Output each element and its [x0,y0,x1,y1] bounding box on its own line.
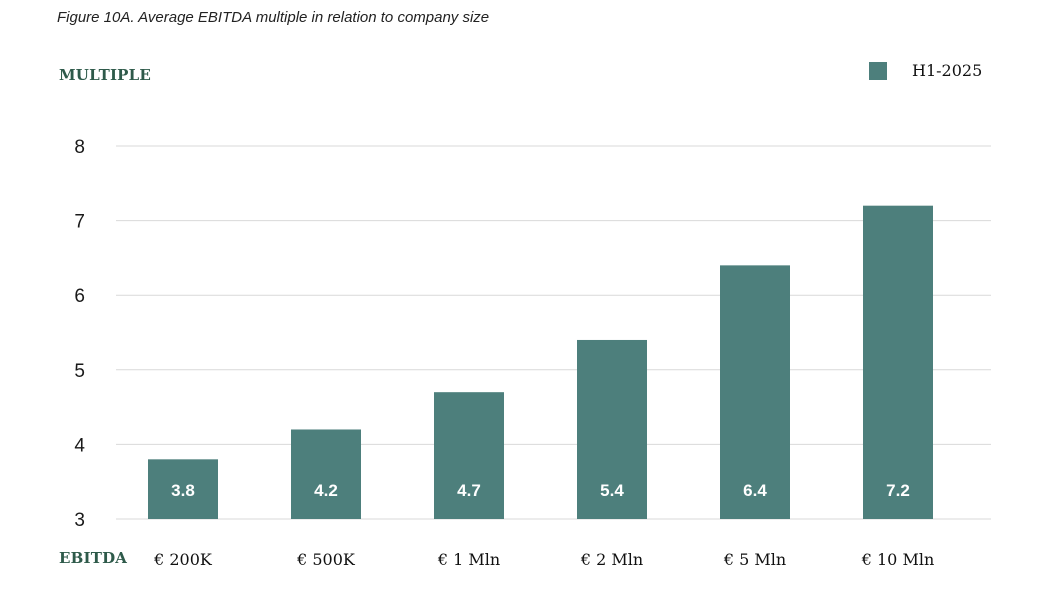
x-axis-categories: € 200K € 500K € 1 Mln € 2 Mln € 5 Mln € 10 Ml… [153,550,934,569]
x-axis-title: EBITDA [59,549,128,567]
y-tick-label: 8 [74,137,85,158]
x-category-label: € 200K [153,550,213,569]
x-category-label: € 500K [296,550,356,569]
gridlines [116,145,991,520]
x-category-label: € 5 Mln [723,550,786,569]
bar [291,429,361,519]
y-tick-label: 6 [74,286,85,307]
bar-value-label: 7.2 [886,481,910,500]
x-category-label: € 10 Mln [861,550,935,569]
bars [148,205,933,519]
bar-value-label: 4.7 [457,481,481,500]
y-tick-label: 5 [74,361,85,382]
bar [148,459,218,519]
y-tick-label: 3 [74,510,85,531]
legend-swatch [869,61,887,80]
y-tick-label: 4 [74,435,85,456]
bar [434,392,504,519]
bar [577,339,647,519]
bar [720,265,790,519]
data-labels: 3.8 4.2 4.7 5.4 6.4 7.2 [171,481,910,500]
legend-label: H1-2025 [912,61,983,80]
bar [863,205,933,519]
y-tick-label: 7 [74,212,85,233]
y-axis-ticks: 3 4 5 6 7 8 [74,137,85,531]
x-category-label: € 2 Mln [580,550,643,569]
y-axis-title: MULTIPLE [59,66,152,84]
x-category-label: € 1 Mln [437,550,500,569]
bar-value-label: 5.4 [600,481,624,500]
figure-caption: Figure 10A. Average EBITDA multiple in r… [57,9,490,26]
legend: H1-2025 [869,61,982,80]
bar-value-label: 3.8 [171,481,195,500]
bar-value-label: 4.2 [314,481,338,500]
bar-value-label: 6.4 [743,481,767,500]
